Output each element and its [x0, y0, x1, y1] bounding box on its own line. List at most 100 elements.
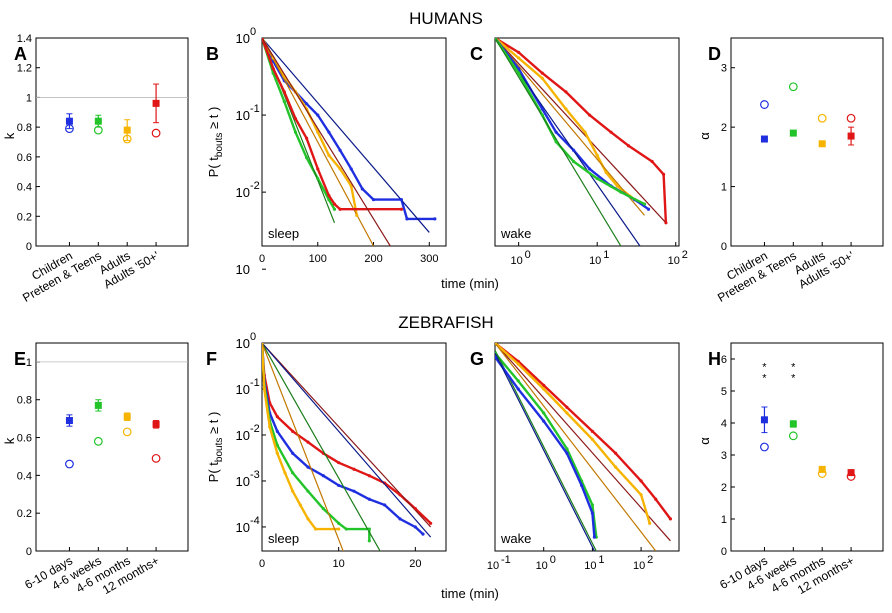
data-point-blue — [590, 511, 595, 515]
y-tick-label: 0 — [721, 241, 727, 253]
x-tick-label: 10 — [511, 255, 523, 267]
y-axis-label-main: P( t — [206, 462, 221, 483]
y-tick-exponent: -2 — [250, 180, 260, 192]
y-tick-label: 1 — [26, 357, 32, 369]
y-tick-label: 10 — [236, 185, 250, 200]
data-point-blue — [554, 130, 558, 134]
y-tick-label: 0 — [721, 546, 727, 558]
y-tick-label: 4 — [721, 418, 727, 430]
data-point-blue — [338, 148, 342, 152]
data-point-blue — [413, 525, 417, 529]
y-axis-label-end: ≥ t ) — [206, 107, 221, 133]
data-point-red — [271, 67, 275, 71]
marker-filled-square — [94, 117, 102, 125]
x-tick-label: 10 — [668, 255, 680, 267]
marker-filled-square — [152, 99, 160, 107]
data-point-red — [262, 38, 264, 40]
panel-letter-G: G — [470, 349, 484, 369]
x-tick-label: 300 — [420, 253, 438, 265]
data-point-orange — [595, 153, 599, 157]
data-point-blue — [327, 130, 331, 134]
data-point-green — [595, 176, 599, 181]
data-point-green — [337, 521, 341, 525]
data-point-red — [306, 440, 310, 444]
data-point-red — [609, 130, 613, 134]
data-point-orange — [327, 153, 331, 157]
y-axis-label: k — [2, 437, 17, 444]
y-tick-label: 10 — [236, 336, 250, 351]
marker-filled-square — [152, 420, 160, 428]
y-tick-label: 0.6 — [17, 433, 32, 445]
data-point-green — [565, 447, 569, 451]
data-point-red — [413, 507, 417, 511]
inset-label: wake — [500, 531, 531, 546]
data-point-red — [282, 90, 286, 94]
marker-open-circle — [151, 128, 161, 138]
panel-letter-F: F — [206, 349, 217, 369]
fit-line-green — [495, 349, 597, 551]
data-point-red — [275, 415, 279, 419]
fit-line-orange — [495, 38, 645, 216]
x-tick-exponent: 1 — [603, 249, 609, 261]
data-point-orange — [262, 387, 266, 391]
data-point-green — [554, 140, 558, 144]
panel-letter-A: A — [14, 44, 27, 64]
marker-open-circle — [846, 113, 856, 123]
data-point-red — [590, 429, 595, 433]
axes-frame — [35, 37, 189, 247]
y-tick-exponent: 0 — [250, 26, 256, 38]
y-axis-label-sub: bouts — [214, 133, 225, 157]
x-tick-exponent: 2 — [682, 249, 688, 261]
data-point-orange — [565, 411, 569, 415]
y-tick-label: 1 — [26, 92, 32, 104]
y-axis-label: α — [697, 437, 712, 445]
significance-star-red: * — [791, 361, 796, 373]
fit-line-green — [495, 38, 622, 246]
data-point-orange — [314, 527, 318, 531]
marker-filled-square — [123, 413, 131, 421]
data-point-green — [332, 207, 337, 211]
fit-line-red — [495, 343, 671, 542]
data-point-orange — [349, 184, 353, 188]
data-point-blue — [321, 474, 325, 478]
y-tick-label: 0 — [26, 241, 32, 253]
data-point-red — [316, 167, 320, 171]
data-point-orange — [338, 167, 342, 171]
data-point-orange — [316, 130, 320, 134]
data-point-red — [587, 113, 592, 117]
x-tick-exponent: 0 — [550, 554, 556, 566]
panel-letter-H: H — [708, 349, 721, 369]
x-tick-label: 10 — [589, 255, 601, 267]
marker-filled-square — [760, 416, 768, 424]
data-point-red — [650, 159, 654, 164]
series-line-blue — [262, 343, 424, 535]
axes-frame — [261, 37, 447, 247]
y-tick-exponent: -3 — [250, 469, 260, 481]
y-tick-label: 0 — [26, 546, 32, 558]
y-axis-label: P( tbouts ≥ t ) — [206, 412, 225, 483]
data-point-green — [321, 507, 325, 511]
data-point-green — [540, 113, 544, 117]
title-zebrafish: ZEBRAFISH — [398, 313, 493, 332]
data-point-blue — [371, 198, 376, 202]
x-axis-label: time (min) — [441, 586, 499, 601]
data-point-red — [517, 50, 521, 55]
data-point-orange — [614, 465, 618, 469]
data-point-blue — [291, 451, 295, 455]
data-point-orange — [306, 517, 310, 521]
series-line-green — [495, 38, 646, 206]
y-tick-label: 10 — [236, 474, 250, 489]
data-point-orange — [583, 130, 587, 134]
x-tick-label: 200 — [364, 253, 382, 265]
marker-open-circle — [817, 469, 827, 478]
y-tick-label: 6 — [721, 354, 727, 366]
fit-line-orange — [262, 343, 344, 551]
significance-star-orange: * — [791, 373, 796, 385]
y-tick-label: 3 — [721, 63, 727, 75]
marker-filled-square — [760, 135, 768, 143]
data-point-red — [565, 405, 569, 409]
data-point-red — [564, 90, 568, 94]
